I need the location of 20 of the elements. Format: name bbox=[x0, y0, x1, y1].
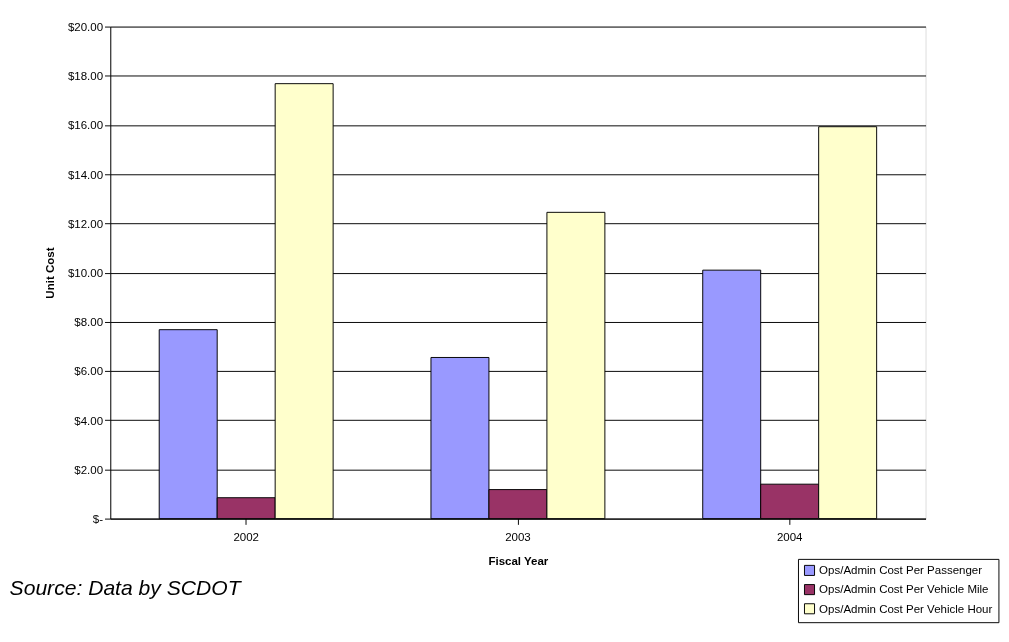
y-tick-label: $6.00 bbox=[74, 365, 104, 378]
y-tick-label: $4.00 bbox=[74, 414, 104, 427]
y-tick-label: $14.00 bbox=[67, 168, 104, 181]
y-axis-title: Unit Cost bbox=[43, 247, 56, 299]
source-note: Source: Data by SCDOT bbox=[9, 576, 243, 600]
x-axis-title: Fiscal Year bbox=[488, 555, 549, 568]
x-tick-label: 2004 bbox=[776, 531, 804, 544]
y-tick-label: $18.00 bbox=[67, 70, 104, 83]
y-tick-label: $8.00 bbox=[74, 316, 104, 329]
legend-label: Ops/Admin Cost Per Passenger bbox=[819, 564, 983, 577]
y-tick-label: $- bbox=[92, 512, 104, 525]
x-tick-label: 2002 bbox=[233, 531, 259, 544]
y-tick-label: $20.00 bbox=[67, 20, 104, 33]
y-tick-label: $10.00 bbox=[67, 266, 104, 279]
y-tick-label: $16.00 bbox=[67, 119, 104, 132]
y-tick-label: $12.00 bbox=[67, 217, 104, 230]
legend-label: Ops/Admin Cost Per Vehicle Mile bbox=[819, 583, 989, 596]
legend-label: Ops/Admin Cost Per Vehicle Hour bbox=[819, 602, 993, 615]
y-tick-label: $2.00 bbox=[74, 463, 104, 476]
x-tick-label: 2003 bbox=[505, 531, 531, 544]
